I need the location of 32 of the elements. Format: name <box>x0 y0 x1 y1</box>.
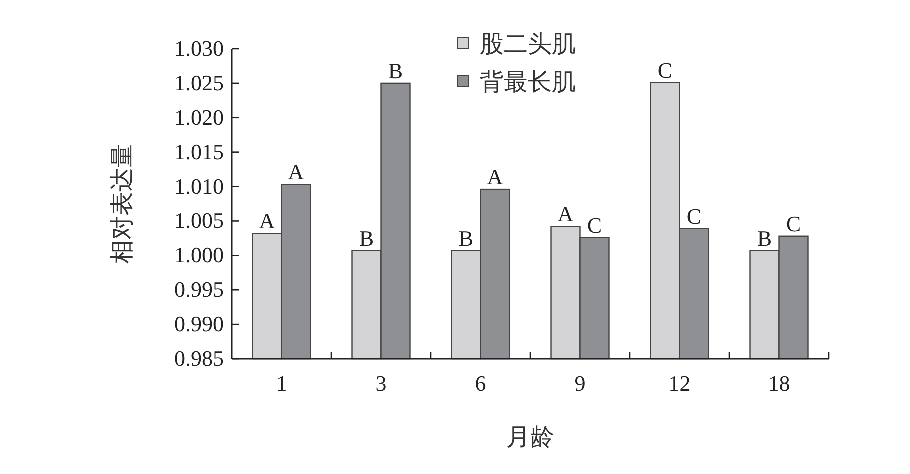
data-label: B <box>388 58 404 84</box>
y-tick-label: 0.985 <box>174 346 224 371</box>
y-tick-label: 1.005 <box>174 208 224 234</box>
data-label: C <box>786 211 802 236</box>
x-axis-title: 月龄 <box>506 425 554 451</box>
y-tick-label: 1.025 <box>174 70 224 96</box>
data-label: A <box>259 208 276 234</box>
x-tick-label: 9 <box>574 371 586 396</box>
y-tick-label: 0.995 <box>174 277 224 302</box>
data-label: C <box>686 204 702 229</box>
data-label: A <box>558 202 574 227</box>
y-tick-label: 1.000 <box>174 242 224 268</box>
data-label: B <box>757 226 772 251</box>
legend-label: 背最长肌 <box>480 70 576 96</box>
legend-label: 股二头肌 <box>480 32 576 58</box>
y-tick-label: 1.020 <box>174 104 224 130</box>
y-tick-label: 0.990 <box>174 312 224 337</box>
data-label: A <box>288 160 304 185</box>
x-tick-label: 6 <box>475 371 486 396</box>
y-axis-title: 相对表达量 <box>110 144 136 264</box>
data-label: A <box>487 164 504 190</box>
data-label: C <box>658 58 673 83</box>
y-tick-label: 1.015 <box>174 139 224 164</box>
data-label: C <box>587 212 602 238</box>
y-tick-label: 1.030 <box>174 36 224 61</box>
x-tick-label: 1 <box>276 371 288 396</box>
data-label: B <box>359 226 374 251</box>
y-tick-label: 1.010 <box>174 174 224 199</box>
data-label: B <box>458 226 474 251</box>
x-tick-label: 3 <box>376 371 387 396</box>
x-tick-label: 18 <box>768 371 790 396</box>
x-tick-label: 12 <box>668 371 691 396</box>
